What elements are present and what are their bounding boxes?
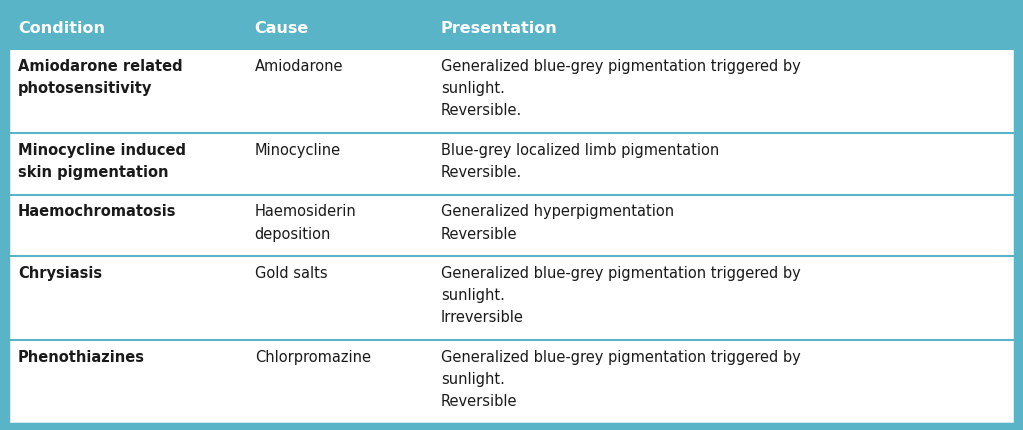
Bar — [8, 6, 1015, 50]
Text: Amiodarone: Amiodarone — [255, 59, 343, 74]
Text: Presentation: Presentation — [441, 21, 558, 36]
Bar — [8, 257, 1015, 341]
Text: Haemosiderin
deposition: Haemosiderin deposition — [255, 204, 356, 241]
Text: Phenothiazines: Phenothiazines — [18, 349, 145, 364]
Bar — [8, 134, 1015, 195]
Bar — [8, 195, 1015, 257]
Text: Generalized blue-grey pigmentation triggered by
sunlight.
Irreversible: Generalized blue-grey pigmentation trigg… — [441, 265, 801, 325]
Text: Amiodarone related
photosensitivity: Amiodarone related photosensitivity — [18, 59, 183, 96]
Text: Minocycline: Minocycline — [255, 142, 341, 157]
Text: Blue-grey localized limb pigmentation
Reversible.: Blue-grey localized limb pigmentation Re… — [441, 142, 719, 180]
Text: Gold salts: Gold salts — [255, 265, 327, 280]
Text: Chlorpromazine: Chlorpromazine — [255, 349, 370, 364]
Text: Generalized blue-grey pigmentation triggered by
sunlight.
Reversible: Generalized blue-grey pigmentation trigg… — [441, 349, 801, 408]
Bar — [8, 50, 1015, 134]
Text: Minocycline induced
skin pigmentation: Minocycline induced skin pigmentation — [18, 142, 186, 180]
Text: Condition: Condition — [18, 21, 105, 36]
Text: Cause: Cause — [255, 21, 309, 36]
Text: Generalized hyperpigmentation
Reversible: Generalized hyperpigmentation Reversible — [441, 204, 674, 241]
Text: Chrysiasis: Chrysiasis — [18, 265, 102, 280]
Text: Generalized blue-grey pigmentation triggered by
sunlight.
Reversible.: Generalized blue-grey pigmentation trigg… — [441, 59, 801, 118]
Bar — [8, 341, 1015, 424]
Text: Haemochromatosis: Haemochromatosis — [18, 204, 177, 219]
